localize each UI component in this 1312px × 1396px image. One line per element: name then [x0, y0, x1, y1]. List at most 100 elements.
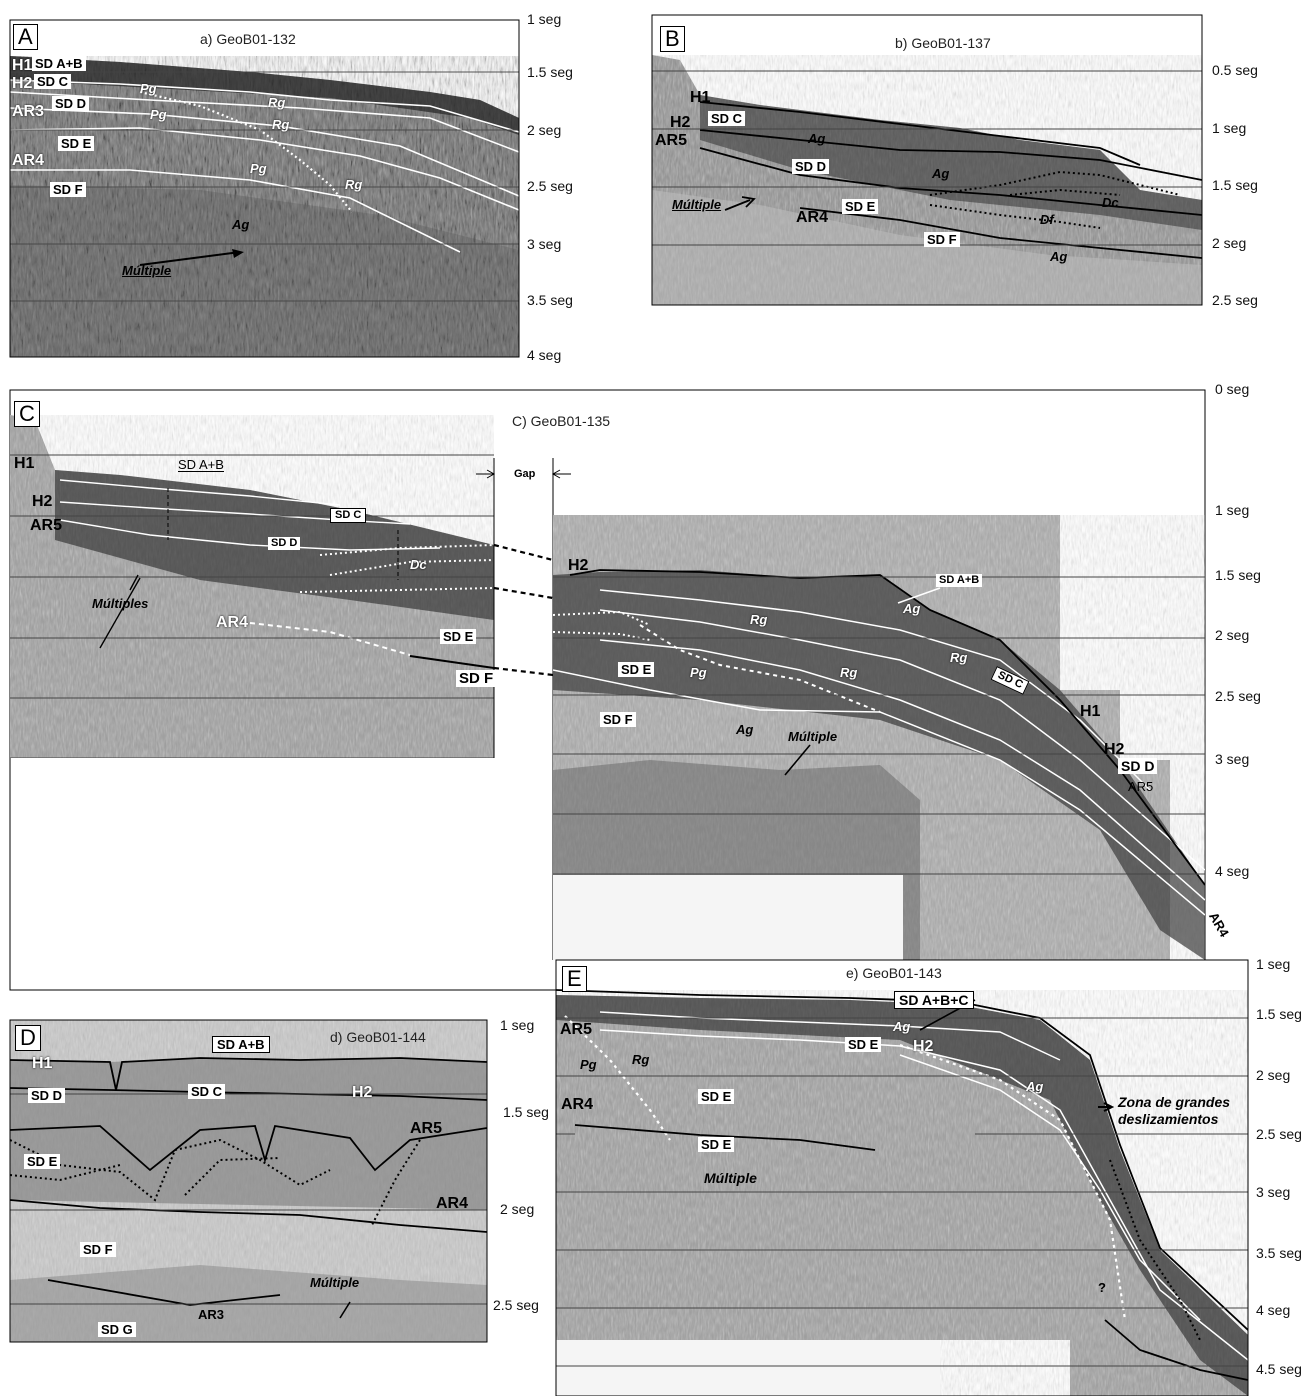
panel-d-ar5: AR5	[410, 1120, 443, 1137]
panel-c-ag-right-2: Ag	[736, 722, 754, 737]
panel-c-rg-right-1: Rg	[750, 612, 768, 627]
panel-a-sd-c: SD C	[34, 74, 72, 89]
panel-e-ar4: AR4	[561, 1096, 594, 1113]
panel-b-tick-3: 1.5 seg	[1212, 177, 1258, 193]
panel-d-h2: H2	[352, 1084, 373, 1101]
panel-b-ag-3: Ag	[1050, 249, 1068, 264]
panel-b-sd-d: SD D	[792, 159, 830, 174]
panel-a-h2: H2	[12, 75, 33, 92]
panel-e-tick-5: 3 seg	[1256, 1184, 1291, 1200]
panel-b-tick-4: 2 seg	[1212, 235, 1247, 251]
panel-a-pg-2: Pg	[150, 107, 167, 122]
panel-c-sd-ab: SD A+B	[178, 457, 224, 472]
panel-d-sd-ab: SD A+B	[212, 1036, 270, 1053]
panel-c-tick-3: 1.5 seg	[1215, 567, 1261, 583]
panel-a-rg-3: Rg	[345, 177, 363, 192]
panel-b-seismic	[652, 15, 1202, 305]
panel-c-rg-right-3: Rg	[840, 665, 858, 680]
panel-c-right-seismic	[553, 515, 1205, 960]
panel-a-tick-4: 2.5 seg	[527, 178, 573, 194]
panel-c-h2-right-2: H2	[1104, 741, 1125, 758]
panel-c-h1-right: H1	[1080, 703, 1101, 720]
panel-b-sd-f: SD F	[924, 232, 960, 247]
panel-c-h2-right: H2	[568, 557, 589, 574]
panel-d-tick-4: 2.5 seg	[493, 1297, 539, 1313]
panel-e-zona-line-2: deslizamientos	[1118, 1111, 1219, 1127]
panel-a-rg-1: Rg	[268, 95, 286, 110]
panel-d-tick-2: 1.5 seg	[503, 1104, 549, 1120]
panel-e-sd-e-1: SD E	[845, 1037, 882, 1052]
panel-a-pg-3: Pg	[250, 161, 267, 176]
panel-e-tick-1: 1 seg	[1256, 956, 1291, 972]
panel-c-tick-6: 3 seg	[1215, 751, 1250, 767]
panel-d-ar3: AR3	[198, 1307, 225, 1322]
panel-d-title: d) GeoB01-144	[330, 1029, 426, 1045]
panel-c-sd-f-right: SD F	[600, 712, 636, 727]
panel-a-ag: Ag	[232, 217, 250, 232]
panel-b-tick-5: 2.5 seg	[1212, 292, 1258, 308]
panel-a-tick-7: 4 seg	[527, 347, 562, 363]
panel-b-ar5: AR5	[655, 132, 688, 149]
panel-b-tick-2: 1 seg	[1212, 120, 1247, 136]
panel-c-tick-5: 2.5 seg	[1215, 688, 1261, 704]
panel-e-tick-8: 4.5 seg	[1256, 1361, 1302, 1377]
panel-e-tick-7: 4 seg	[1256, 1302, 1291, 1318]
panel-a-pg-1: Pg	[140, 81, 157, 96]
panel-b-title: b) GeoB01-137	[895, 35, 991, 51]
panel-c-sd-d: SD D	[268, 537, 301, 550]
panel-c-h1: H1	[14, 455, 35, 472]
panel-e-tick-6: 3.5 seg	[1256, 1245, 1302, 1261]
panel-d-sd-e: SD E	[24, 1154, 61, 1169]
panel-b-ar4: AR4	[796, 209, 829, 226]
panel-e-ag-1: Ag	[893, 1019, 911, 1034]
panel-e-rg: Rg	[632, 1052, 650, 1067]
panel-c-sd-ab-right: SD A+B	[936, 574, 983, 587]
panel-a-tick-1: 1 seg	[527, 11, 562, 27]
panel-c-multiple-right: Múltiple	[788, 729, 838, 744]
panel-c-ag-right-1: Ag	[903, 601, 921, 616]
panel-c-ar5-right: AR5	[1128, 779, 1154, 794]
panel-b-dc: Dc	[1102, 195, 1119, 210]
panel-c-sd-e-right: SD E	[618, 662, 655, 677]
panel-c-sd-e: SD E	[440, 629, 477, 644]
panel-e-sd-e-2: SD E	[698, 1089, 735, 1104]
panel-c-ar4: AR4	[216, 614, 249, 631]
panel-a-h1: H1	[12, 57, 33, 74]
panel-c-ar5: AR5	[30, 517, 63, 534]
panel-d-letter: D	[15, 1025, 41, 1051]
panel-e-ar5: AR5	[560, 1021, 593, 1038]
panel-c-gap: Gap	[514, 468, 536, 480]
panel-d-tick-3: 2 seg	[500, 1201, 535, 1217]
panel-c-left-seismic	[10, 415, 494, 758]
panel-c-tick-4: 2 seg	[1215, 627, 1250, 643]
panel-b-h2: H2	[670, 114, 691, 131]
panel-b-letter: B	[660, 26, 685, 52]
panel-d-multiple: Múltiple	[310, 1275, 360, 1290]
panel-b-df: Df	[1040, 212, 1054, 227]
panel-d-sd-c: SD C	[188, 1084, 226, 1099]
panel-e-zona-line-1: Zona de grandes	[1118, 1094, 1231, 1110]
panel-e-letter: E	[562, 966, 587, 992]
panel-c-multiples: Múltiples	[92, 596, 149, 611]
panel-a-tick-3: 2 seg	[527, 122, 562, 138]
panel-e-h2: H2	[913, 1038, 934, 1055]
panel-a-sd-ab: SD A+B	[32, 56, 86, 71]
panel-c-tick-2: 1 seg	[1215, 502, 1250, 518]
panel-a-tick-2: 1.5 seg	[527, 64, 573, 80]
panel-e-ag-2: Ag	[1026, 1079, 1044, 1094]
panel-a-multiple: Múltiple	[122, 263, 172, 278]
panel-e-pg: Pg	[580, 1057, 597, 1072]
panel-a-tick-6: 3.5 seg	[527, 292, 573, 308]
panel-e-multiple: Múltiple	[704, 1170, 757, 1186]
panel-a-rg-2: Rg	[272, 117, 290, 132]
panel-a-tick-5: 3 seg	[527, 236, 562, 252]
panel-d-sd-g: SD G	[98, 1322, 136, 1337]
panel-a-seismic	[10, 20, 519, 357]
panel-b-ag-2: Ag	[932, 166, 950, 181]
panel-c-sd-d-right: SD D	[1118, 758, 1158, 774]
panel-d-seismic	[10, 1020, 487, 1342]
panel-c-letter: C	[14, 401, 40, 427]
panel-c-h2: H2	[32, 493, 53, 510]
